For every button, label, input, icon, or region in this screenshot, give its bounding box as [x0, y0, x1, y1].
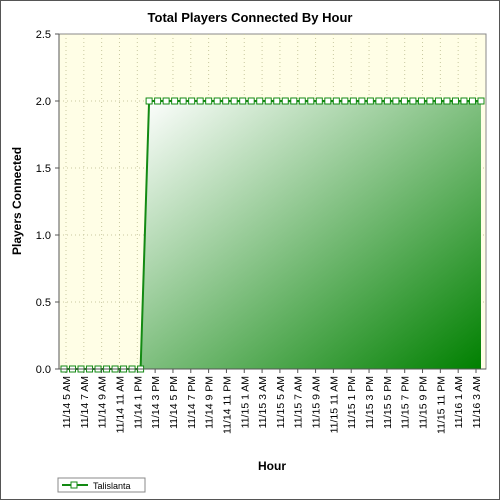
data-point-marker: [451, 97, 459, 105]
x-tick-label: 11/14 9 AM: [97, 376, 109, 428]
x-tick-label: 11/14 11 PM: [221, 376, 233, 434]
data-point-marker: [213, 97, 221, 105]
x-axis-ticks: 11/14 5 AM 11/14 7 AM 11/14 9 AM 11/14 11 A…: [61, 369, 483, 434]
y-tick-label: 1.0: [36, 230, 51, 242]
y-tick-label: 2.5: [36, 29, 51, 41]
y-tick-label: 1.5: [36, 163, 51, 175]
x-tick-label: 11/14 1 PM: [132, 376, 144, 429]
x-tick-label: 11/15 11 PM: [435, 376, 447, 434]
data-point-marker: [290, 97, 298, 105]
x-tick-label: 11/15 3 AM: [257, 376, 269, 428]
data-point-marker: [196, 97, 204, 105]
y-tick-label: 0.5: [36, 297, 51, 309]
data-point-marker: [239, 97, 247, 105]
x-tick-label: 11/16 1 AM: [453, 376, 465, 428]
x-tick-label: 11/15 1 PM: [346, 376, 358, 429]
data-point-marker: [332, 97, 340, 105]
data-point-marker: [188, 97, 196, 105]
y-tick-label: 2.0: [36, 96, 51, 108]
data-point-marker: [400, 97, 408, 105]
x-tick-label: 11/16 3 AM: [471, 376, 483, 428]
data-point-marker: [443, 97, 451, 105]
x-tick-label: 11/14 9 PM: [204, 376, 216, 429]
data-point-marker: [383, 97, 391, 105]
data-point-marker: [205, 97, 213, 105]
data-point-marker: [434, 97, 442, 105]
x-axis-label: Hour: [258, 459, 286, 473]
x-tick-label: 11/14 3 PM: [150, 376, 162, 429]
data-point-marker: [366, 97, 374, 105]
data-point-marker: [273, 97, 281, 105]
data-point-marker: [171, 97, 179, 105]
x-tick-label: 11/14 5 PM: [168, 376, 180, 429]
data-point-marker: [426, 97, 434, 105]
data-point-marker: [460, 97, 468, 105]
data-point-marker: [162, 97, 170, 105]
data-point-marker: [349, 97, 357, 105]
legend: Talislanta: [57, 477, 146, 493]
data-point-marker: [247, 97, 255, 105]
data-point-marker: [341, 97, 349, 105]
data-point-marker: [477, 97, 485, 105]
data-point-marker: [256, 97, 264, 105]
series-area-talislanta: [140, 101, 481, 369]
x-tick-label: 11/15 7 PM: [400, 376, 412, 429]
y-tick-label: 0.0: [36, 364, 51, 376]
x-tick-label: 11/15 9 AM: [311, 376, 323, 428]
data-point-marker: [281, 97, 289, 105]
x-tick-label: 11/15 7 AM: [293, 376, 305, 428]
data-point-marker: [230, 97, 238, 105]
data-point-marker: [392, 97, 400, 105]
x-tick-label: 11/15 5 AM: [275, 376, 287, 428]
x-tick-label: 11/15 1 AM: [239, 376, 251, 428]
data-point-marker: [307, 97, 315, 105]
data-point-marker: [298, 97, 306, 105]
legend-label: Talislanta: [93, 481, 131, 491]
legend-swatch-marker: [70, 481, 78, 489]
data-point-marker: [222, 97, 230, 105]
data-point-marker: [468, 97, 476, 105]
data-point-marker: [264, 97, 272, 105]
data-point-marker: [315, 97, 323, 105]
legend-box: [57, 477, 146, 493]
y-axis-ticks: 0.0 0.5 1.0 1.5 2.0 2.5: [36, 29, 59, 376]
x-tick-label: 11/15 11 AM: [328, 376, 340, 433]
y-axis-label: Players Connected: [10, 147, 24, 255]
data-point-marker: [154, 97, 162, 105]
x-tick-label: 11/15 9 PM: [418, 376, 430, 429]
x-tick-label: 11/14 11 AM: [114, 376, 126, 433]
data-point-marker: [324, 97, 332, 105]
data-point-marker: [409, 97, 417, 105]
x-tick-label: 11/15 5 PM: [382, 376, 394, 429]
x-tick-label: 11/14 7 PM: [186, 376, 198, 429]
data-point-marker: [417, 97, 425, 105]
data-point-marker: [145, 97, 153, 105]
chart-title: Total Players Connected By Hour: [148, 10, 353, 25]
x-tick-label: 11/14 5 AM: [61, 376, 73, 428]
x-tick-label: 11/15 3 PM: [364, 376, 376, 429]
data-point-marker: [375, 97, 383, 105]
data-point-marker: [179, 97, 187, 105]
x-tick-label: 11/14 7 AM: [79, 376, 91, 428]
data-point-marker: [358, 97, 366, 105]
